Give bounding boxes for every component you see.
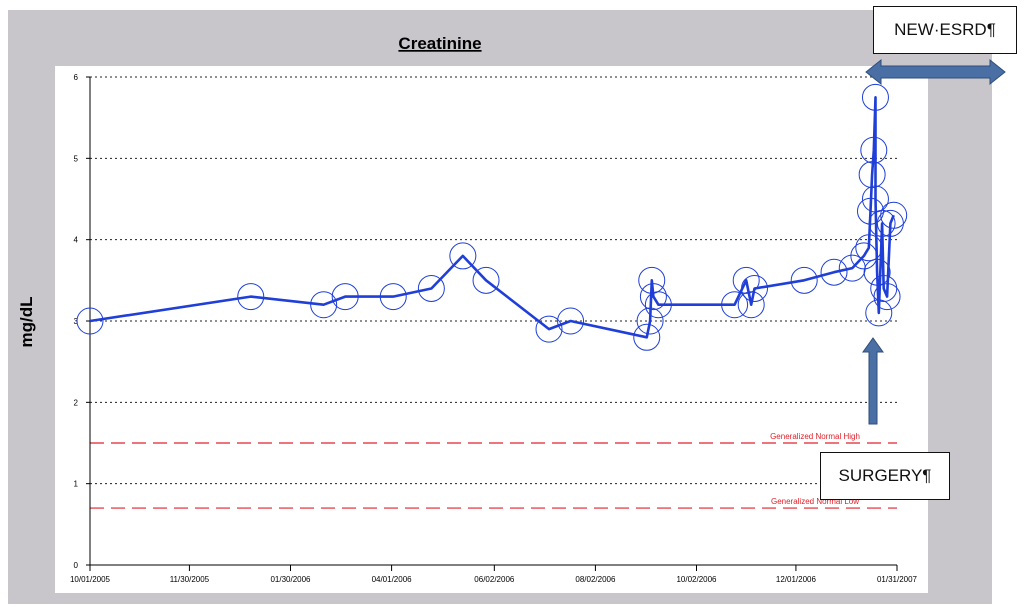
y-tick-label: 0 <box>74 561 79 570</box>
data-point <box>860 136 888 164</box>
data-point <box>737 291 765 319</box>
data-point <box>838 254 866 282</box>
data-point <box>858 161 886 189</box>
y-tick-label: 6 <box>74 73 79 82</box>
x-tick-label: 11/30/2005 <box>170 575 210 584</box>
data-point <box>873 283 901 311</box>
y-tick-label: 4 <box>74 236 79 245</box>
data-point <box>379 283 407 311</box>
data-point <box>790 266 818 294</box>
data-point <box>636 307 664 335</box>
data-point <box>855 234 883 262</box>
surgery-up-arrow <box>862 337 884 425</box>
chart-title: Creatinine <box>398 34 481 53</box>
data-point <box>863 258 891 286</box>
esrd-annotation-label: NEW·ESRD¶ <box>873 6 1017 54</box>
data-point <box>861 83 889 111</box>
data-point <box>472 266 500 294</box>
y-tick-label: 1 <box>74 480 79 489</box>
data-point <box>740 274 768 302</box>
x-tick-label: 12/01/2006 <box>776 575 817 584</box>
data-point <box>721 291 749 319</box>
surgery-annotation-label: SURGERY¶ <box>820 452 950 500</box>
data-point <box>557 307 585 335</box>
data-point <box>865 299 893 327</box>
data-point <box>449 242 477 270</box>
x-tick-label: 01/30/2006 <box>270 575 311 584</box>
x-ticks: 10/01/2005 11/30/2005 01/30/2006 04/01/2006… <box>70 565 918 584</box>
y-axis-label: mg/dL <box>17 297 36 348</box>
y-tick-label: 5 <box>74 154 79 163</box>
data-point <box>417 274 445 302</box>
reference-lines: Generalized Normal High Generalized Norma… <box>90 432 897 509</box>
x-tick-label: 10/01/2005 <box>70 575 111 584</box>
data-point <box>820 258 848 286</box>
data-point <box>850 242 878 270</box>
x-tick-label: 06/02/2006 <box>474 575 515 584</box>
data-point <box>76 307 104 335</box>
series-creatinine <box>76 83 908 351</box>
x-tick-label: 04/01/2006 <box>372 575 413 584</box>
y-ticks: 0 1 2 3 4 5 6 <box>74 73 90 570</box>
data-point <box>237 283 265 311</box>
data-point <box>644 291 672 319</box>
data-point <box>331 283 359 311</box>
x-tick-label: 10/02/2006 <box>676 575 717 584</box>
data-point <box>310 291 338 319</box>
reference-line-label: Generalized Normal Low <box>771 497 859 506</box>
x-tick-label: 01/31/2007 <box>877 575 918 584</box>
data-point <box>633 323 661 351</box>
y-tick-label: 3 <box>74 317 79 326</box>
plot-panel <box>55 66 928 593</box>
esrd-double-arrow <box>865 58 1006 86</box>
series-line <box>89 96 895 339</box>
x-tick-label: 08/02/2006 <box>575 575 616 584</box>
data-point <box>535 315 563 343</box>
data-point <box>880 201 908 229</box>
reference-line-label: Generalized Normal High <box>770 432 860 441</box>
data-point <box>732 266 760 294</box>
data-point <box>639 283 667 311</box>
data-point <box>856 197 884 225</box>
y-tick-label: 2 <box>74 398 79 407</box>
